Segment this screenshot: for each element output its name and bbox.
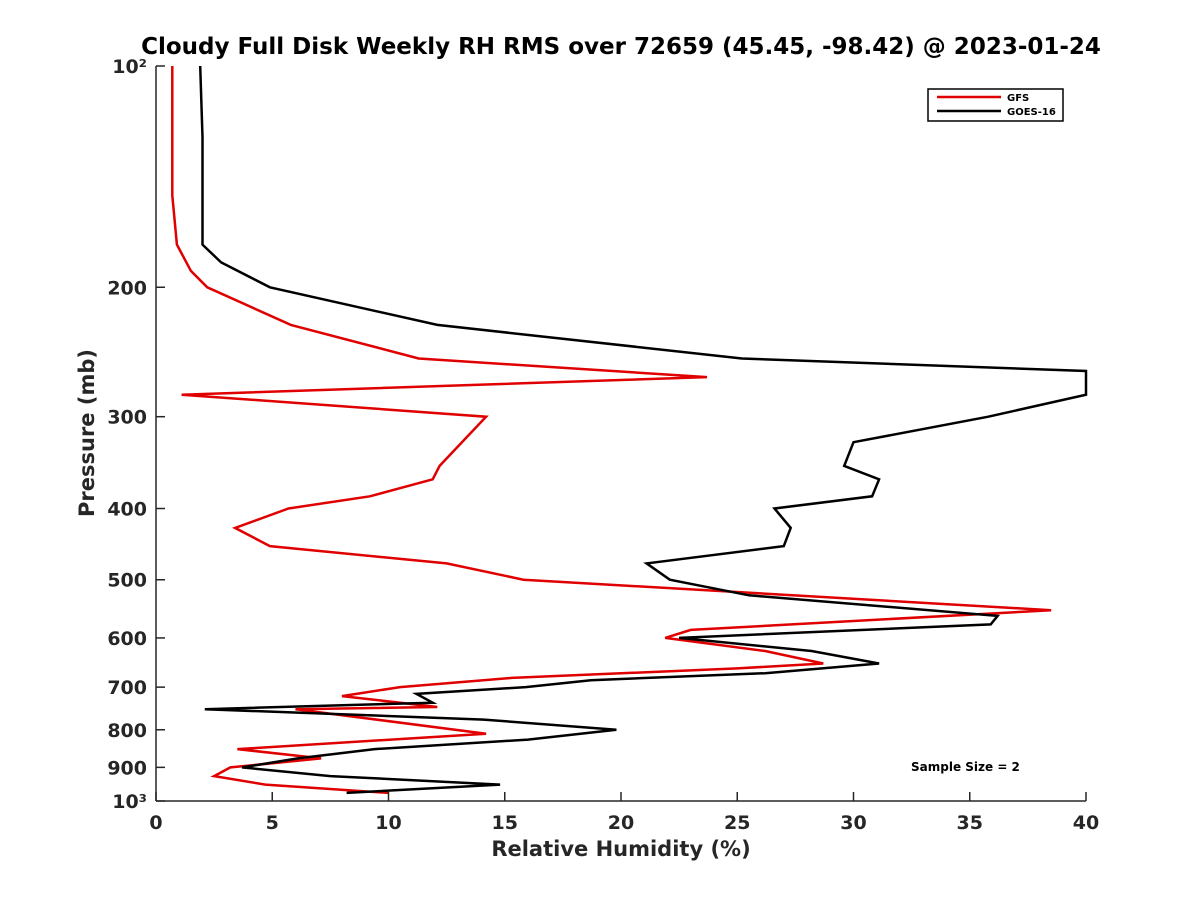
x-axis-label: Relative Humidity (%) bbox=[491, 837, 750, 861]
x-tick-label-1: 5 bbox=[266, 812, 279, 834]
series-layer bbox=[171, 65, 1088, 795]
legend: GFS GOES-16 bbox=[927, 88, 1064, 122]
x-tick-label-6: 30 bbox=[840, 812, 866, 834]
y-tick-label-4: 500 bbox=[107, 570, 147, 592]
series-line-goes-16 bbox=[198, 65, 1088, 795]
y-tick-label-3: 400 bbox=[107, 499, 147, 521]
x-tick-label-3: 15 bbox=[492, 812, 518, 834]
y-tick-label-7: 800 bbox=[107, 720, 147, 742]
y-tick-label-1: 200 bbox=[107, 277, 147, 299]
plot-area bbox=[156, 66, 1086, 801]
x-axis-ticks: 0 5 10 15 20 25 30 35 40 bbox=[149, 792, 1099, 834]
x-tick-label-5: 25 bbox=[724, 812, 750, 834]
sample-size-annotation: Sample Size = 2 bbox=[911, 760, 1020, 774]
y-tick-label-2: 300 bbox=[107, 407, 147, 429]
y-axis-ticks: 10² 200 300 400 500 600 700 800 900 10³ bbox=[107, 56, 165, 813]
legend-box bbox=[927, 88, 1064, 122]
x-tick-label-2: 10 bbox=[375, 812, 401, 834]
series-line-gfs bbox=[171, 66, 1052, 795]
x-tick-label-7: 35 bbox=[957, 812, 983, 834]
y-tick-label-0: 10² bbox=[112, 56, 147, 78]
y-axis-label: Pressure (mb) bbox=[75, 349, 99, 517]
y-tick-label-6: 700 bbox=[107, 677, 147, 699]
chart-title: Cloudy Full Disk Weekly RH RMS over 7265… bbox=[141, 34, 1101, 60]
legend-label-goes-16: GOES-16 bbox=[1007, 107, 1056, 118]
y-tick-label-8: 900 bbox=[107, 757, 147, 779]
y-tick-label-9: 10³ bbox=[112, 791, 147, 813]
x-tick-label-4: 20 bbox=[608, 812, 634, 834]
legend-label-gfs: GFS bbox=[1007, 93, 1029, 104]
x-tick-label-0: 0 bbox=[149, 812, 162, 834]
x-tick-label-8: 40 bbox=[1073, 812, 1099, 834]
y-tick-label-5: 600 bbox=[107, 628, 147, 650]
